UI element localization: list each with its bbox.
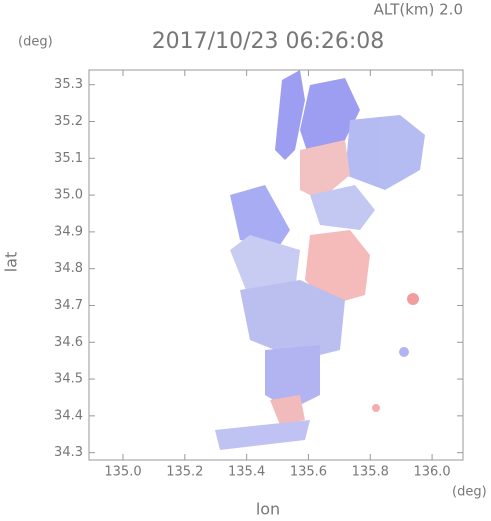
x-axis-label: lon [256, 500, 280, 519]
altitude-label: ALT(km) 2.0 [374, 1, 463, 19]
x-tick-label: 135.2 [166, 465, 203, 480]
chart-title: 2017/10/23 06:26:08 [152, 29, 385, 54]
y-axis-label: lat [2, 252, 21, 273]
y-tick-label: 34.5 [54, 372, 83, 387]
y-tick-label: 34.8 [54, 261, 83, 276]
y-tick-label: 34.9 [54, 224, 83, 239]
y-tick-label: 34.7 [54, 298, 83, 313]
y-tick-label: 34.3 [54, 445, 83, 460]
echo-field [215, 70, 425, 450]
y-tick-label: 35.1 [54, 151, 83, 166]
x-tick-label: 136.0 [413, 465, 450, 480]
plot-frame [88, 69, 464, 461]
x-tick-label: 135.0 [104, 465, 141, 480]
x-tick-label: 135.6 [290, 465, 327, 480]
x-unit: (deg) [452, 485, 487, 500]
y-tick-label: 35.2 [54, 114, 83, 129]
y-tick-label: 34.4 [54, 408, 83, 423]
x-tick-label: 135.4 [228, 465, 265, 480]
y-unit: (deg) [18, 35, 53, 50]
x-tick-label: 135.8 [352, 465, 389, 480]
y-tick-label: 34.6 [54, 335, 83, 350]
y-tick-label: 35.0 [54, 188, 83, 203]
y-tick-label: 35.3 [54, 77, 83, 92]
